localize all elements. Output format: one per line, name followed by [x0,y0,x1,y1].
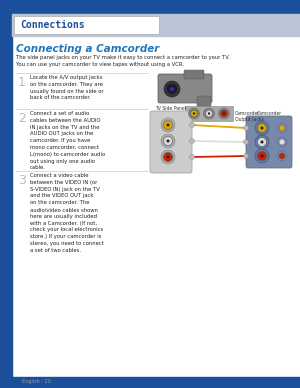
Bar [12,14,300,36]
Circle shape [277,123,287,133]
Circle shape [190,154,194,159]
Circle shape [220,110,227,117]
Circle shape [244,154,248,159]
Circle shape [164,137,172,146]
Text: 3: 3 [18,174,26,187]
Circle shape [255,149,269,163]
Circle shape [260,154,263,158]
Circle shape [161,150,175,164]
Bar [0,377,300,388]
Circle shape [190,110,197,117]
Text: Camcorder
Output Jacks: Camcorder Output Jacks [235,111,264,122]
Circle shape [164,152,172,161]
Text: The side panel jacks on your TV make it easy to connect a camcorder to your TV.
: The side panel jacks on your TV make it … [16,55,230,67]
Bar [185,106,233,121]
Circle shape [279,139,285,145]
Text: 2: 2 [18,112,26,125]
Circle shape [257,123,266,132]
FancyBboxPatch shape [246,116,292,168]
FancyBboxPatch shape [184,70,204,79]
Text: Camcorder: Camcorder [256,111,282,116]
Circle shape [255,135,269,149]
Bar [0,0,300,14]
Circle shape [244,125,248,130]
FancyBboxPatch shape [150,111,192,173]
Text: TV Side Panel: TV Side Panel [155,106,187,111]
Text: Connect a video cable
between the VIDEO IN (or
S-VIDEO IN) jack on the TV
and th: Connect a video cable between the VIDEO … [30,173,104,253]
Circle shape [167,84,177,94]
Circle shape [190,139,194,144]
Text: 1: 1 [18,76,26,89]
Circle shape [161,118,175,132]
Circle shape [257,137,266,147]
Circle shape [167,123,170,126]
Circle shape [277,137,287,147]
Circle shape [190,123,194,128]
Circle shape [193,112,195,115]
Circle shape [223,112,225,115]
Bar [0,0,12,388]
Circle shape [279,153,285,159]
Circle shape [170,87,174,91]
Text: Connect a set of audio
cables between the AUDIO
IN jacks on the TV and the
AUDIO: Connect a set of audio cables between th… [30,111,105,170]
Circle shape [188,108,200,119]
Circle shape [208,112,210,115]
Bar [14,16,159,34]
Text: Connecting a Camcorder: Connecting a Camcorder [16,44,159,54]
FancyBboxPatch shape [158,74,212,103]
Circle shape [277,151,287,161]
Circle shape [260,126,263,130]
Text: Connections: Connections [20,20,85,30]
Text: English - 20: English - 20 [22,379,51,383]
Circle shape [260,140,263,144]
Circle shape [203,108,214,119]
Circle shape [206,110,212,117]
Circle shape [255,121,269,135]
Circle shape [244,140,248,144]
Circle shape [279,125,285,131]
FancyBboxPatch shape [197,96,211,110]
Circle shape [167,156,170,159]
Circle shape [218,108,230,119]
Circle shape [164,121,172,130]
Circle shape [257,151,266,161]
Text: Locate the A/V output jacks
on the camcorder. They are
usually found on the side: Locate the A/V output jacks on the camco… [30,75,103,100]
Circle shape [164,81,180,97]
Circle shape [167,140,170,142]
Circle shape [161,134,175,148]
